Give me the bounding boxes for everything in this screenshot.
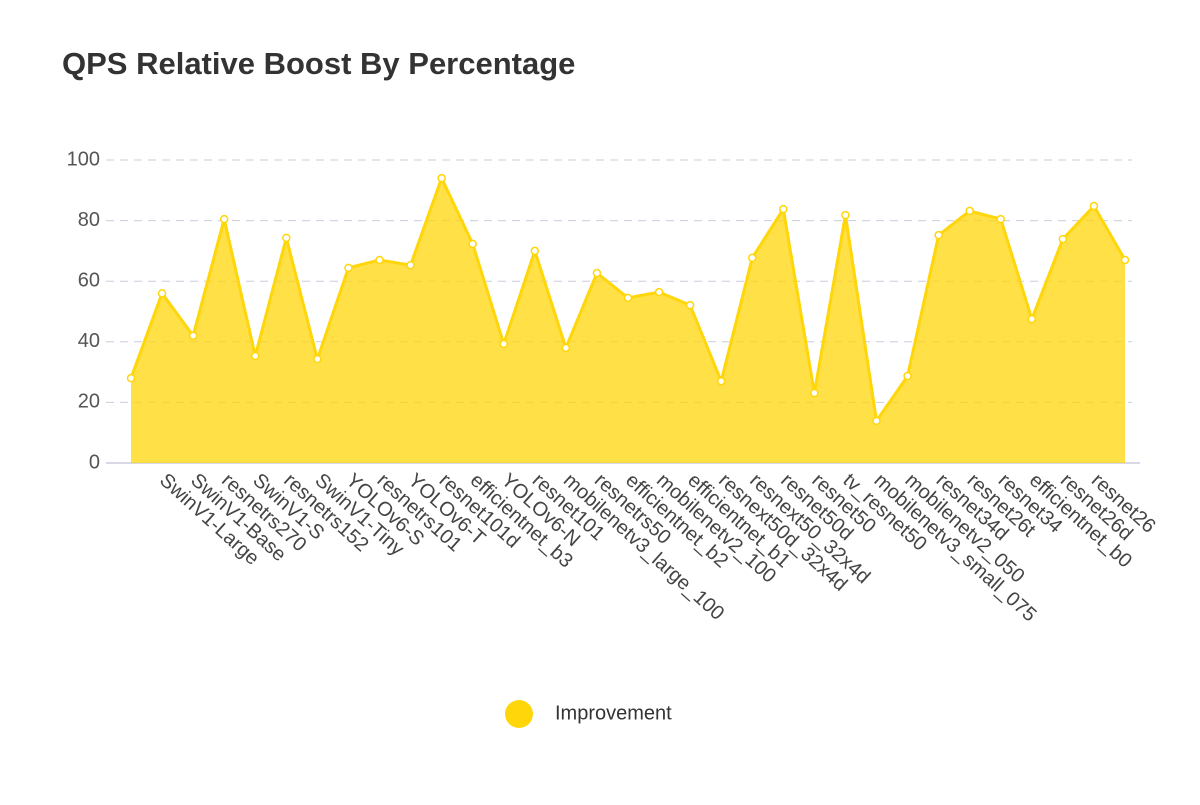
y-tick-label: 40 <box>78 330 100 352</box>
point <box>934 230 943 240</box>
point <box>654 287 664 297</box>
point <box>219 214 229 224</box>
legend-marker <box>505 700 533 728</box>
y-tick-label: 80 <box>78 209 100 231</box>
point <box>499 339 508 349</box>
point <box>157 289 167 298</box>
y-tick-label: 60 <box>78 269 100 291</box>
point <box>126 373 136 383</box>
point <box>1027 314 1037 324</box>
point <box>965 206 974 216</box>
point <box>437 173 446 183</box>
point <box>188 331 198 340</box>
point <box>779 204 788 214</box>
point <box>561 343 571 353</box>
area <box>131 178 1125 463</box>
point <box>406 260 415 270</box>
point <box>375 255 384 265</box>
point <box>685 300 695 310</box>
point <box>872 416 881 426</box>
point <box>530 246 540 256</box>
point <box>810 388 819 398</box>
point <box>468 239 477 249</box>
point <box>1089 201 1099 211</box>
y-tick-label: 0 <box>89 451 100 473</box>
point <box>344 263 353 273</box>
y-tick-label: 20 <box>78 391 100 413</box>
point <box>716 376 726 386</box>
point <box>903 371 912 381</box>
point <box>1120 255 1130 265</box>
point <box>282 233 291 243</box>
point <box>841 210 850 220</box>
point <box>313 354 322 364</box>
point <box>623 293 633 303</box>
point <box>1058 234 1068 244</box>
legend-label: Improvement <box>555 702 672 724</box>
point <box>592 268 602 278</box>
y-tick-label: 100 <box>67 148 100 170</box>
chart-title: QPS Relative Boost By Percentage <box>62 46 575 81</box>
point <box>748 253 757 263</box>
point <box>251 351 260 361</box>
point <box>996 214 1005 224</box>
